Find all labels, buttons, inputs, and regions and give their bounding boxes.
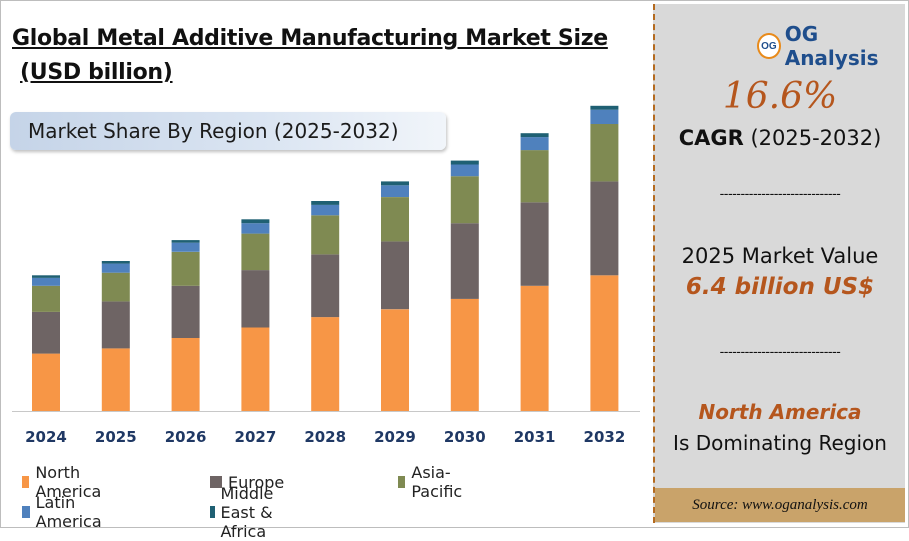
bar-segment-2024-europe bbox=[32, 311, 60, 354]
x-tick-label-2031: 2031 bbox=[514, 428, 556, 446]
bar-segment-2029-north-america bbox=[381, 309, 409, 411]
source-bar: Source: www.oganalysis.com bbox=[655, 488, 905, 522]
subtitle-box: Market Share By Region (2025-2032) bbox=[10, 112, 446, 150]
bar-segment-2031-middle-east-africa bbox=[520, 133, 549, 138]
chart-title-line1: Global Metal Additive Manufacturing Mark… bbox=[12, 26, 608, 51]
bar-segment-2031-europe bbox=[520, 202, 549, 286]
x-tick-label-2026: 2026 bbox=[165, 428, 207, 446]
bar-segment-2024-asia-pacific bbox=[32, 285, 60, 312]
bar-segment-2025-middle-east-africa bbox=[101, 261, 130, 264]
chart-title-line2: (USD billion) bbox=[20, 60, 173, 85]
bar-segment-2028-asia-pacific bbox=[311, 215, 340, 255]
bar-segment-2030-north-america bbox=[450, 298, 479, 411]
bar-segment-2025-latin-america bbox=[101, 263, 130, 273]
chart-subtitle: Market Share By Region (2025-2032) bbox=[28, 119, 399, 143]
bar-segment-2026-europe bbox=[171, 285, 200, 338]
divider-top: ----------------------------- bbox=[719, 185, 841, 201]
legend-swatch bbox=[22, 476, 30, 488]
bar-segment-2029-middle-east-africa bbox=[381, 181, 409, 186]
bar-segment-2028-middle-east-africa bbox=[311, 201, 340, 205]
bar-segment-2026-latin-america bbox=[171, 242, 200, 252]
legend-swatch bbox=[398, 476, 406, 488]
cagr-label-rest: (2025-2032) bbox=[743, 126, 882, 150]
legend-label: North America bbox=[35, 463, 102, 501]
info-panel: OG OG Analysis 16.6% CAGR (2025-2032) --… bbox=[653, 4, 905, 523]
bar-segment-2025-north-america bbox=[101, 348, 130, 411]
bar-segment-2032-asia-pacific bbox=[590, 124, 619, 182]
bar-segment-2026-north-america bbox=[171, 338, 200, 411]
bar-segment-2024-north-america bbox=[32, 353, 60, 411]
legend-label: Asia-Pacific bbox=[411, 463, 463, 501]
bar-segment-2031-north-america bbox=[520, 285, 549, 411]
bar-segment-2027-latin-america bbox=[241, 223, 270, 234]
logo-text: OG Analysis bbox=[784, 22, 879, 70]
logo: OG OG Analysis bbox=[757, 22, 905, 70]
bar-segment-2031-latin-america bbox=[520, 137, 549, 151]
logo-icon: OG bbox=[757, 33, 781, 59]
legend-label: Middle East & Africa bbox=[220, 483, 274, 541]
bar-segment-2027-middle-east-africa bbox=[241, 219, 270, 224]
x-tick-label-2027: 2027 bbox=[235, 428, 277, 446]
bar-segment-2028-north-america bbox=[311, 317, 340, 411]
dominating-region: North America bbox=[698, 400, 862, 424]
legend-item-middle-east-africa: Middle East & Africa bbox=[210, 484, 281, 541]
x-tick-label-2025: 2025 bbox=[95, 428, 137, 446]
bar-segment-2030-latin-america bbox=[450, 164, 479, 177]
x-tick-label-2029: 2029 bbox=[374, 428, 416, 446]
legend-swatch bbox=[210, 476, 222, 488]
bar-segment-2027-asia-pacific bbox=[241, 233, 270, 271]
bar-segment-2032-middle-east-africa bbox=[590, 105, 619, 110]
bar-segment-2027-north-america bbox=[241, 327, 270, 411]
bar-segment-2028-europe bbox=[311, 254, 340, 318]
bar-segment-2032-north-america bbox=[590, 275, 619, 411]
chart-title: Global Metal Additive Manufacturing Mark… bbox=[12, 22, 632, 90]
legend-item-asia-pacific: Asia-Pacific bbox=[398, 463, 467, 501]
bar-segment-2026-middle-east-africa bbox=[171, 240, 200, 243]
source-text: Source: www.oganalysis.com bbox=[692, 496, 868, 513]
bar-segment-2029-asia-pacific bbox=[381, 197, 409, 242]
legend-item-europe: Europe bbox=[210, 472, 284, 492]
legend-label: Europe bbox=[228, 472, 285, 492]
bar-segment-2032-europe bbox=[590, 181, 619, 276]
bar-segment-2031-asia-pacific bbox=[520, 150, 549, 203]
legend-swatch bbox=[22, 506, 30, 518]
bar-segment-2029-latin-america bbox=[381, 185, 409, 197]
divider-bottom: ----------------------------- bbox=[719, 343, 841, 359]
cagr-value: 16.6% bbox=[722, 76, 838, 117]
legend-label: Latin America bbox=[35, 493, 102, 531]
bar-segment-2029-europe bbox=[381, 241, 409, 310]
cagr-label-bold: CAGR bbox=[678, 126, 744, 150]
bar-segment-2024-latin-america bbox=[32, 278, 60, 286]
cagr-label: CAGR (2025-2032) bbox=[655, 126, 905, 150]
x-tick-label-2028: 2028 bbox=[304, 428, 346, 446]
chart-svg: 2024 2025 2026 2027 2028 2029 2030 2031 2032 bbox=[12, 105, 640, 446]
legend-item-north-america: North America bbox=[22, 463, 106, 501]
bar-segment-2024-middle-east-africa bbox=[32, 275, 60, 278]
x-tick-label-2032: 2032 bbox=[584, 428, 626, 446]
market-value-label: 2025 Market Value bbox=[681, 244, 879, 268]
bar-segment-2026-asia-pacific bbox=[171, 251, 200, 286]
market-value: 6.4 billion US$ bbox=[685, 274, 875, 300]
bar-segment-2028-latin-america bbox=[311, 204, 340, 216]
dominating-text: Is Dominating Region bbox=[673, 431, 887, 455]
bar-segment-2032-latin-america bbox=[590, 109, 619, 124]
x-tick-label-2030: 2030 bbox=[444, 428, 486, 446]
bar-segment-2030-europe bbox=[450, 223, 479, 299]
legend-item-latin-america: Latin America bbox=[22, 493, 106, 531]
bar-segment-2025-europe bbox=[101, 301, 130, 349]
bar-segment-2030-middle-east-africa bbox=[450, 160, 479, 165]
legend-swatch bbox=[210, 506, 215, 518]
bar-segment-2027-europe bbox=[241, 270, 270, 328]
bar-segment-2030-asia-pacific bbox=[450, 176, 479, 224]
x-tick-label-2024: 2024 bbox=[25, 428, 67, 446]
bar-segment-2025-asia-pacific bbox=[101, 272, 130, 302]
